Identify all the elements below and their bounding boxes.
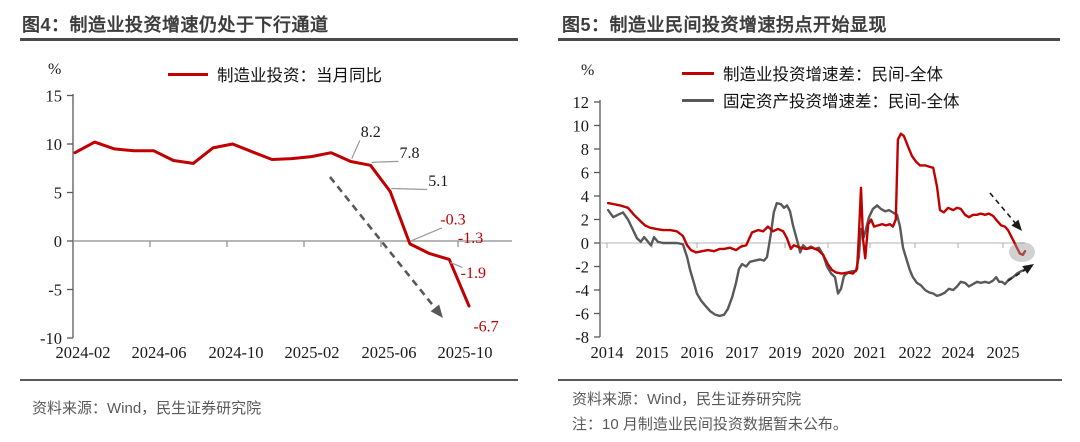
data-point-label: 8.2 — [361, 124, 381, 141]
trend-arrow-shaft — [1007, 269, 1026, 282]
fig4-x-tick-label: 2024-06 — [132, 343, 187, 362]
figure-4-legend: 制造业投资：当月同比 — [168, 62, 382, 86]
fig5-y-tick-label: 2 — [581, 211, 589, 230]
fig5-x-tick-label: 2016 — [681, 343, 714, 362]
trend-arrow-head — [1022, 264, 1034, 274]
fig5-series-line-manufacturing-gap — [606, 132, 1027, 275]
fig5-y-tick-label: 4 — [581, 187, 589, 206]
fig5-x-tick-label: 2025 — [987, 343, 1020, 362]
fig4-x-tick-label: 2025-10 — [438, 343, 493, 362]
fig4-y-tick-label: 5 — [54, 184, 62, 203]
data-point-label: -6.7 — [473, 318, 498, 335]
figure-4-title-underline — [20, 38, 518, 41]
fig4-x-tick-label: 2024-10 — [209, 343, 264, 362]
fig5-y-tick-label: -2 — [575, 258, 589, 277]
data-point-label: -1.3 — [458, 230, 483, 247]
figure-5-unit-label: % — [581, 62, 595, 79]
fig5-y-tick-label: 10 — [573, 117, 590, 136]
legend-label-manufacturing-investment: 制造业投资：当月同比 — [217, 66, 382, 85]
point-label-leader — [450, 261, 463, 268]
data-point-label: 5.1 — [428, 173, 448, 190]
trend-arrow-shaft — [989, 192, 1016, 224]
legend-line-swatch-red — [168, 72, 208, 76]
data-point-label: -1.9 — [461, 265, 486, 282]
fig5-series-line-fai-gap — [606, 201, 1026, 318]
fig5-x-tick-label: 2021 — [854, 343, 887, 362]
fig4-x-tick-label: 2025-06 — [362, 343, 417, 362]
fig4-x-tick-label: 2025-02 — [285, 343, 340, 362]
fig4-y-tick-label: 15 — [46, 87, 63, 106]
fig5-y-tick-label: 8 — [581, 140, 589, 159]
fig5-x-tick-label: 2020 — [812, 343, 845, 362]
figure-5-legend-row-manufacturing: 制造业投资增速差：民间-全体 — [682, 61, 943, 85]
fig4-y-tick-label: 10 — [46, 135, 63, 154]
figure-5-title: 图5：制造业民间投资增速拐点开始显现 — [562, 15, 888, 35]
point-label-leader — [351, 140, 361, 159]
figure-5-source: 资料来源：Wind，民生证券研究院 — [572, 391, 802, 408]
fig4-series-line-manufacturing-investment — [73, 140, 471, 308]
fig5-x-tick-label: 2015 — [636, 343, 669, 362]
data-point-label: -0.3 — [440, 211, 465, 228]
fig4-y-tick-label: 0 — [54, 232, 62, 251]
fig5-x-tick-label: 2022 — [899, 343, 932, 362]
figure-5-note: 注：10 月制造业民间投资数据暂未公布。 — [572, 416, 848, 433]
fig4-y-tick-label: -5 — [48, 281, 62, 300]
fig4-x-tick-label: 2024-02 — [56, 343, 111, 362]
data-point-label: 7.8 — [400, 145, 420, 162]
figure-5-title-underline — [558, 38, 1060, 41]
inflection-highlight-ellipse — [1009, 242, 1035, 262]
trend-arrow-head — [1011, 219, 1022, 231]
fig5-y-tick-label: 0 — [581, 234, 589, 253]
legend-label-fai-gap: 固定资产投资增速差：民间-全体 — [723, 92, 960, 111]
point-label-leader — [410, 227, 443, 242]
fig5-y-tick-label: -4 — [575, 281, 589, 300]
fig5-y-tick-label: -6 — [575, 305, 589, 324]
legend-line-swatch-red — [682, 71, 714, 75]
fig5-x-tick-label: 2014 — [591, 343, 624, 362]
figure-4-unit-label: % — [48, 61, 62, 78]
point-label-leader — [391, 187, 428, 191]
fig5-x-tick-label: 2017 — [726, 343, 759, 362]
figure-4-title: 图4：制造业投资增速仍处于下行通道 — [22, 15, 329, 35]
figure-5-separator — [558, 379, 1062, 381]
fig5-y-tick-label: 12 — [573, 93, 590, 112]
legend-label-manufacturing-gap: 制造业投资增速差：民间-全体 — [723, 65, 943, 84]
figure-4-separator — [20, 379, 518, 381]
legend-line-swatch-gray — [682, 98, 714, 102]
fig5-x-tick-label: 2019 — [769, 343, 802, 362]
fig5-x-tick-label: 2024 — [942, 343, 975, 362]
figure-4-panel: 图4：制造业投资增速仍处于下行通道 % 制造业投资：当月同比 资料来源：Wind… — [20, 15, 518, 417]
fig4-y-tick-label: -10 — [40, 329, 62, 348]
point-label-leader — [371, 160, 399, 163]
trend-arrow-head — [430, 304, 443, 318]
figure-4-source: 资料来源：Wind，民生证券研究院 — [32, 400, 262, 417]
trend-arrow-shaft — [328, 176, 436, 309]
figure-5-legend-row-fai: 固定资产投资增速差：民间-全体 — [682, 88, 960, 112]
fig5-y-tick-label: 6 — [581, 164, 589, 183]
fig5-y-tick-label: -8 — [575, 328, 589, 347]
